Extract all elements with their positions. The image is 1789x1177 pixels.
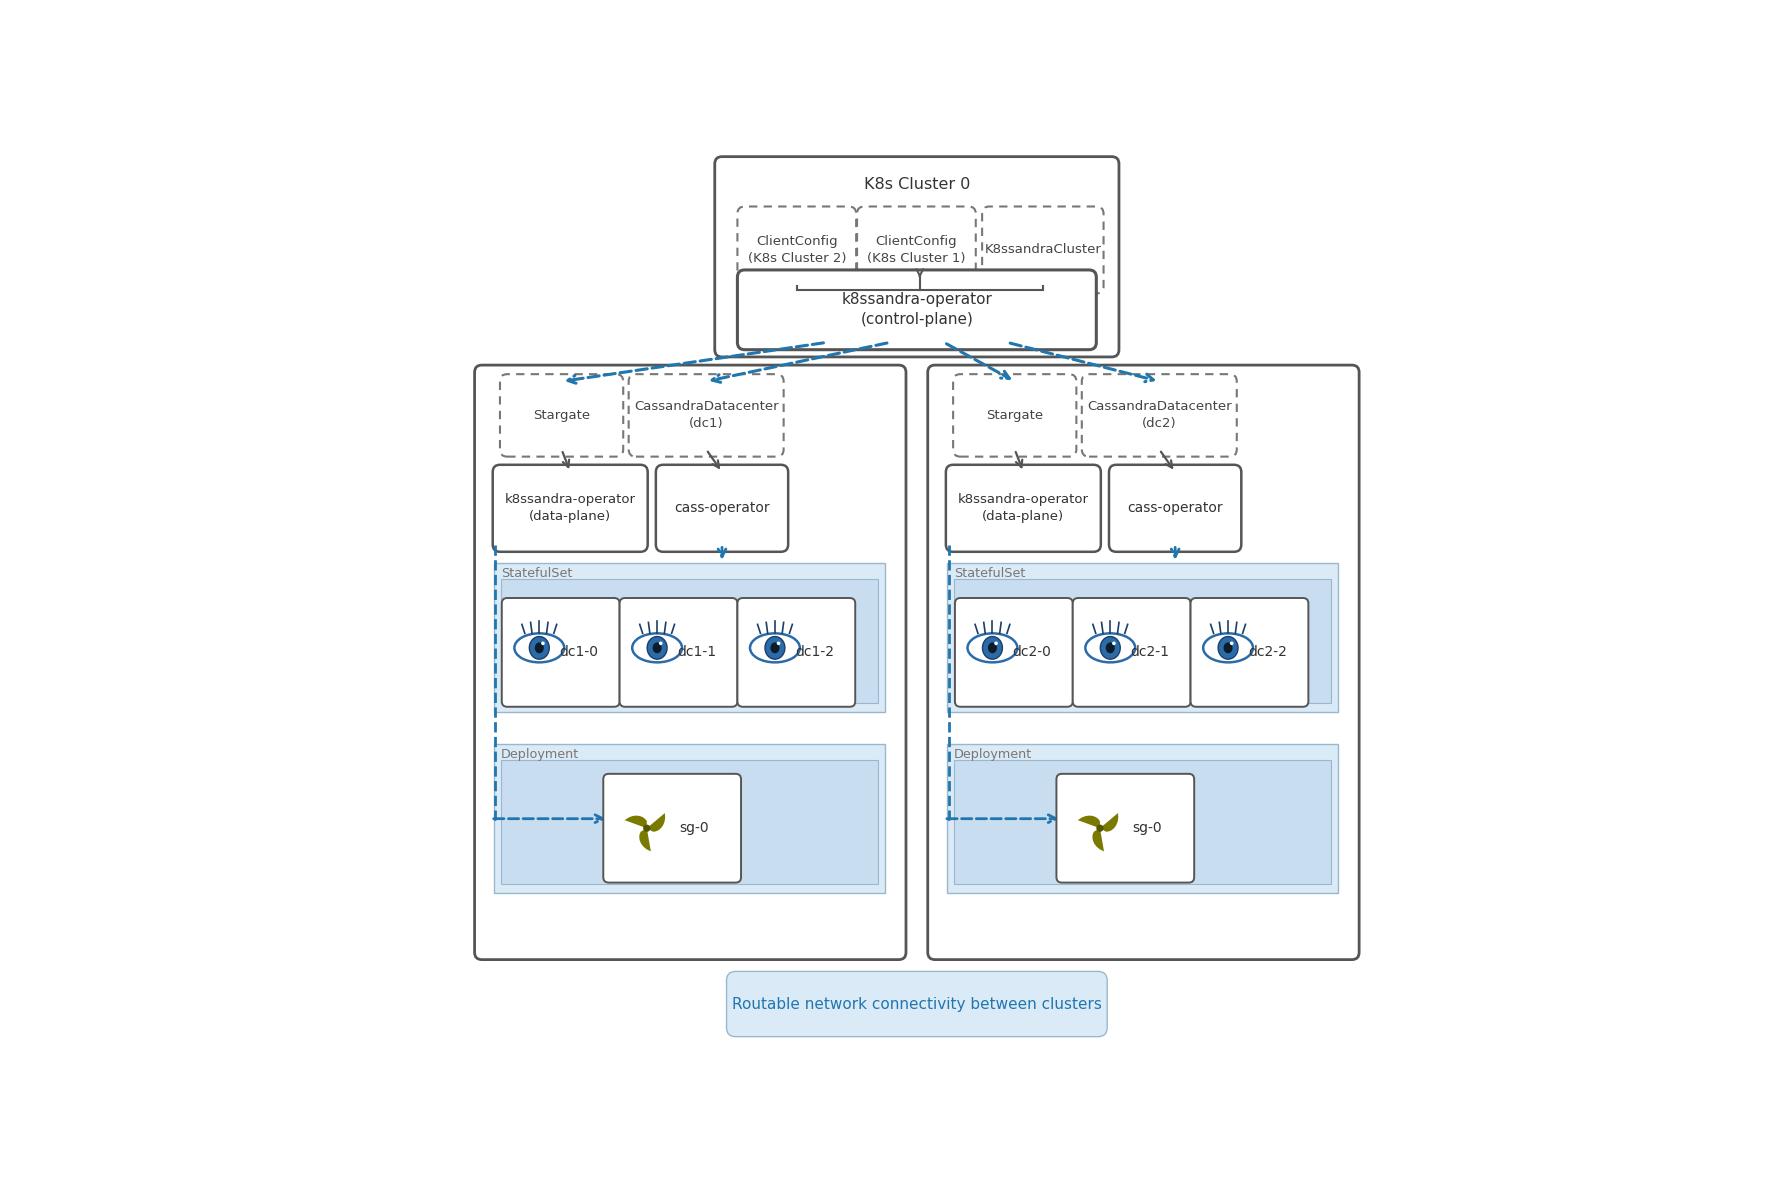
Text: dc2-2: dc2-2 — [1249, 645, 1286, 659]
Ellipse shape — [982, 637, 1002, 659]
Ellipse shape — [968, 633, 1018, 663]
Ellipse shape — [1106, 643, 1115, 653]
Polygon shape — [648, 813, 666, 832]
Text: CassandraDatacenter
(dc1): CassandraDatacenter (dc1) — [633, 400, 778, 431]
Text: ClientConfig
(K8s Cluster 1): ClientConfig (K8s Cluster 1) — [868, 235, 966, 265]
FancyBboxPatch shape — [494, 744, 886, 893]
FancyBboxPatch shape — [954, 760, 1331, 884]
Text: dc2-0: dc2-0 — [1013, 645, 1052, 659]
Text: cass-operator: cass-operator — [1127, 501, 1224, 516]
FancyBboxPatch shape — [726, 971, 1107, 1037]
Polygon shape — [1077, 816, 1100, 829]
Ellipse shape — [1204, 633, 1252, 663]
Text: CassandraDatacenter
(dc2): CassandraDatacenter (dc2) — [1088, 400, 1231, 431]
FancyBboxPatch shape — [955, 598, 1073, 706]
FancyBboxPatch shape — [946, 563, 1338, 712]
FancyBboxPatch shape — [737, 270, 1097, 350]
FancyBboxPatch shape — [954, 374, 1077, 457]
FancyBboxPatch shape — [619, 598, 737, 706]
Polygon shape — [639, 829, 651, 851]
Ellipse shape — [750, 633, 800, 663]
FancyBboxPatch shape — [1190, 598, 1308, 706]
Text: k8ssandra-operator
(data-plane): k8ssandra-operator (data-plane) — [504, 493, 635, 524]
FancyBboxPatch shape — [1057, 773, 1195, 883]
Text: K8s Cluster 1: K8s Cluster 1 — [637, 386, 744, 401]
Ellipse shape — [1218, 637, 1238, 659]
FancyBboxPatch shape — [499, 374, 623, 457]
Text: K8s Cluster 0: K8s Cluster 0 — [864, 178, 970, 193]
Text: cass-operator: cass-operator — [674, 501, 769, 516]
FancyBboxPatch shape — [501, 760, 878, 884]
Ellipse shape — [988, 643, 996, 653]
FancyBboxPatch shape — [603, 773, 741, 883]
Text: sg-0: sg-0 — [1132, 822, 1161, 836]
FancyBboxPatch shape — [928, 365, 1360, 959]
FancyBboxPatch shape — [945, 553, 1342, 907]
Text: dc1-1: dc1-1 — [676, 645, 716, 659]
Text: Deployment: Deployment — [501, 749, 580, 762]
FancyBboxPatch shape — [1082, 374, 1236, 457]
Text: k8ssandra-operator
(control-plane): k8ssandra-operator (control-plane) — [841, 292, 993, 327]
FancyBboxPatch shape — [494, 563, 886, 712]
Ellipse shape — [648, 637, 667, 659]
Text: dc1-2: dc1-2 — [794, 645, 834, 659]
FancyBboxPatch shape — [946, 744, 1338, 893]
FancyBboxPatch shape — [982, 206, 1104, 293]
Ellipse shape — [658, 641, 662, 645]
FancyBboxPatch shape — [857, 206, 975, 293]
Polygon shape — [1093, 829, 1104, 851]
FancyBboxPatch shape — [1109, 465, 1242, 552]
Ellipse shape — [1113, 641, 1116, 645]
Ellipse shape — [540, 641, 544, 645]
Ellipse shape — [653, 643, 662, 653]
Ellipse shape — [515, 633, 564, 663]
FancyBboxPatch shape — [954, 579, 1331, 703]
Ellipse shape — [644, 825, 651, 832]
Text: Stargate: Stargate — [986, 408, 1043, 421]
FancyBboxPatch shape — [501, 579, 878, 703]
FancyBboxPatch shape — [474, 365, 905, 959]
Text: StatefulSet: StatefulSet — [954, 567, 1025, 580]
Text: Stargate: Stargate — [533, 408, 590, 421]
FancyBboxPatch shape — [716, 157, 1118, 357]
FancyBboxPatch shape — [492, 465, 648, 552]
Ellipse shape — [1086, 633, 1136, 663]
Ellipse shape — [1097, 825, 1104, 832]
Polygon shape — [624, 816, 648, 829]
Ellipse shape — [530, 637, 549, 659]
Text: dc1-0: dc1-0 — [560, 645, 598, 659]
FancyBboxPatch shape — [1073, 598, 1190, 706]
Text: K8s Cluster 2: K8s Cluster 2 — [1090, 386, 1197, 401]
Text: K8ssandraCluster: K8ssandraCluster — [984, 244, 1102, 257]
FancyBboxPatch shape — [737, 206, 857, 293]
Text: StatefulSet: StatefulSet — [501, 567, 572, 580]
Ellipse shape — [1229, 641, 1234, 645]
Ellipse shape — [766, 637, 785, 659]
FancyBboxPatch shape — [737, 598, 855, 706]
Text: ClientConfig
(K8s Cluster 2): ClientConfig (K8s Cluster 2) — [748, 235, 846, 265]
Ellipse shape — [1224, 643, 1233, 653]
Text: Deployment: Deployment — [954, 749, 1032, 762]
FancyBboxPatch shape — [490, 553, 887, 907]
Text: sg-0: sg-0 — [678, 822, 708, 836]
Ellipse shape — [776, 641, 780, 645]
Text: k8ssandra-operator
(data-plane): k8ssandra-operator (data-plane) — [957, 493, 1090, 524]
Text: Routable network connectivity between clusters: Routable network connectivity between cl… — [732, 997, 1102, 1011]
Ellipse shape — [632, 633, 682, 663]
FancyBboxPatch shape — [657, 465, 789, 552]
Text: dc2-1: dc2-1 — [1131, 645, 1170, 659]
Polygon shape — [1100, 813, 1118, 832]
FancyBboxPatch shape — [628, 374, 784, 457]
Ellipse shape — [1100, 637, 1120, 659]
FancyBboxPatch shape — [946, 465, 1100, 552]
FancyBboxPatch shape — [501, 598, 619, 706]
Ellipse shape — [535, 643, 544, 653]
Ellipse shape — [771, 643, 780, 653]
Ellipse shape — [995, 641, 998, 645]
